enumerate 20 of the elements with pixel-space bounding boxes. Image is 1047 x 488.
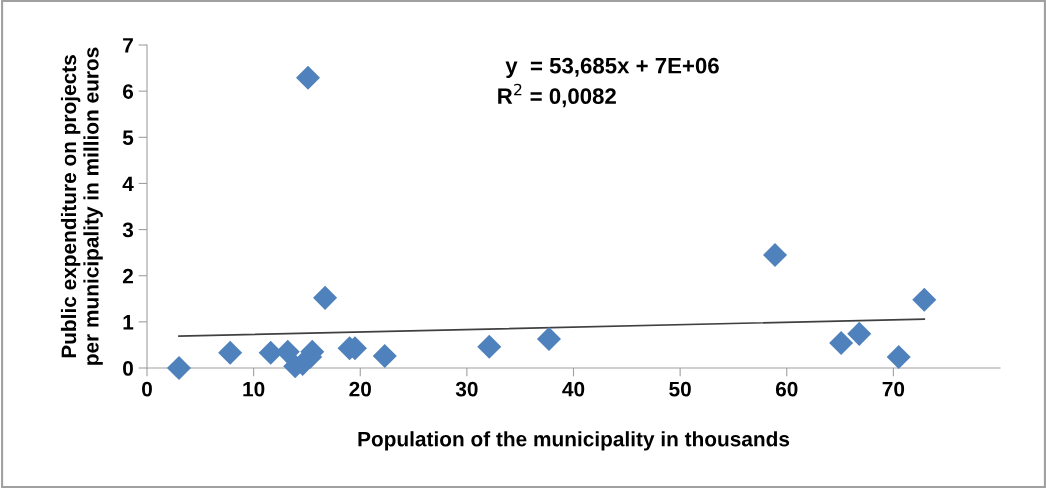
- x-tick-label: 30: [455, 381, 478, 397]
- y-tick-label: 6: [122, 84, 134, 99]
- y-tick-label: 7: [123, 38, 133, 53]
- annotation: y = 53,685x + 7E+06: [505, 57, 719, 78]
- y-tick-label: 0: [123, 361, 133, 376]
- x-tick-label: 50: [669, 381, 691, 397]
- y-tick-label: 2: [122, 268, 133, 284]
- x-tick-label: 60: [775, 381, 798, 397]
- y-axis-title: Public expenditure on projects per municipality in million euros: [60, 47, 103, 365]
- y-tick-label: 4: [122, 176, 134, 191]
- y-tick-label: 1: [123, 315, 134, 330]
- x-tick-label: 10: [243, 381, 265, 397]
- x-tick-label: 70: [882, 381, 905, 397]
- x-tick-label: 40: [562, 381, 585, 397]
- annotation: R$^{2}$ = 0,0082: [498, 83, 616, 108]
- y-tick-label: 5: [122, 130, 134, 146]
- x-axis-title: Population of the municipality in thousands: [358, 431, 790, 451]
- y-tick-label: 3: [122, 222, 134, 238]
- x-tick-label: 20: [349, 381, 371, 397]
- x-tick-label: 0: [142, 381, 152, 397]
